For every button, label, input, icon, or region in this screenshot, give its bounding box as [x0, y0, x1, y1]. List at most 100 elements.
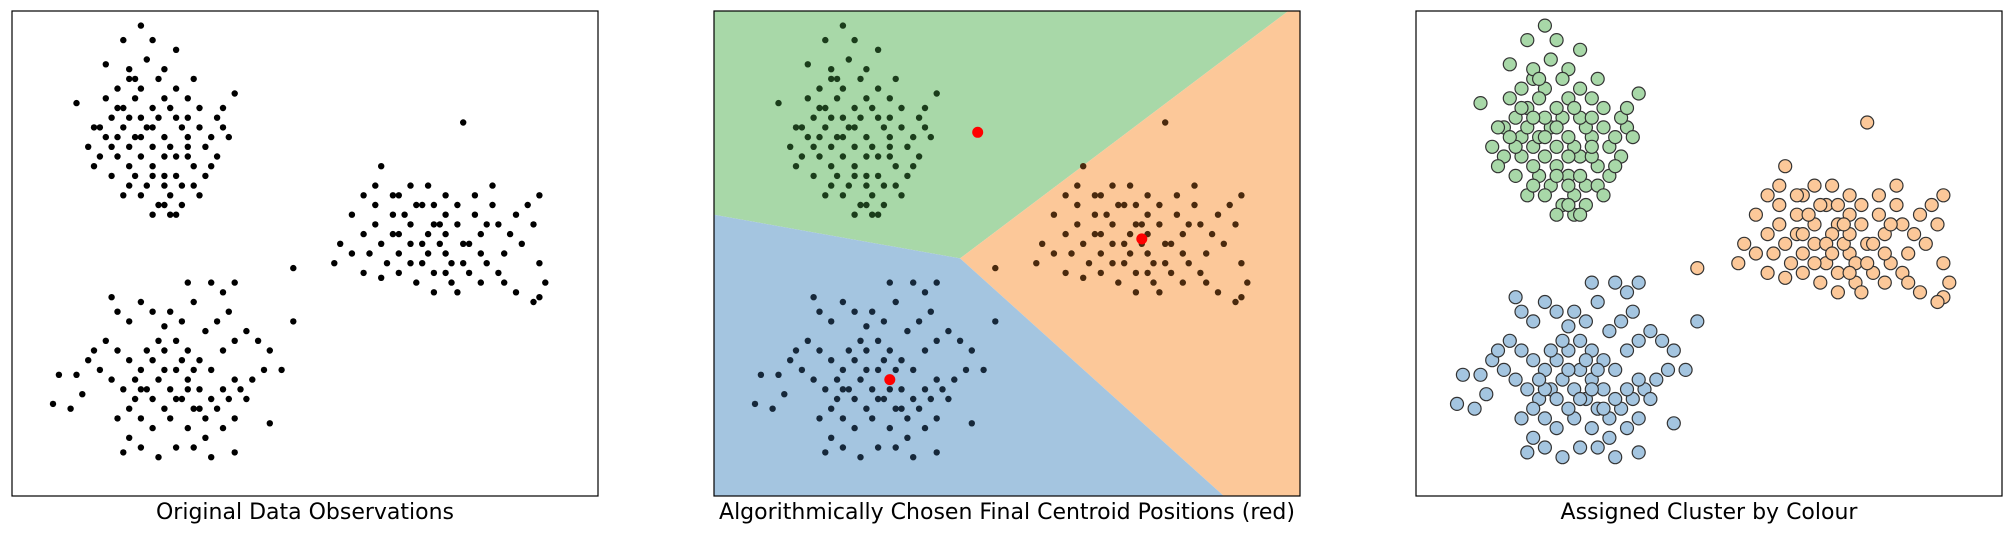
data-point [225, 395, 232, 403]
data-point [1074, 221, 1081, 228]
data-point [886, 424, 893, 432]
data-point [886, 143, 893, 150]
cluster-point [1572, 81, 1588, 96]
plot-frame-clusters [1415, 10, 2003, 497]
data-point [886, 347, 893, 354]
cluster-point [1514, 100, 1529, 116]
data-point [126, 405, 133, 412]
cluster-point [1549, 32, 1564, 48]
cluster-point [1502, 91, 1517, 106]
data-point [184, 347, 191, 354]
cluster-point [1578, 314, 1594, 329]
data-point [863, 323, 870, 330]
cluster-point [1778, 270, 1793, 285]
cluster-point [1596, 100, 1611, 116]
data-point [430, 221, 438, 228]
data-point [477, 250, 484, 257]
data-point [131, 172, 139, 180]
cluster-point [1783, 256, 1799, 271]
cluster-point [1526, 430, 1541, 445]
data-point [424, 182, 432, 189]
cluster-point [1549, 139, 1564, 154]
data-point [816, 347, 823, 354]
data-point [512, 289, 520, 296]
data-point [1167, 269, 1175, 277]
data-point [910, 279, 917, 286]
data-point [184, 143, 191, 150]
data-point [886, 95, 893, 102]
data-point [833, 95, 841, 102]
data-point [448, 279, 455, 286]
data-point [348, 211, 356, 218]
data-point [1033, 260, 1040, 267]
data-point [73, 99, 80, 107]
data-point [857, 114, 864, 121]
data-point [149, 143, 156, 150]
data-point [278, 366, 285, 374]
data-point [518, 240, 525, 247]
data-point [904, 434, 911, 441]
cluster-point [1854, 285, 1869, 300]
cluster-point [1584, 110, 1599, 125]
cluster-point [1860, 256, 1875, 271]
data-point [172, 153, 180, 160]
data-point [460, 240, 467, 247]
cluster-point [1596, 188, 1611, 203]
data-point [161, 95, 168, 102]
data-point [1091, 230, 1099, 238]
data-point [184, 279, 191, 286]
data-point [172, 337, 180, 344]
data-point [120, 124, 127, 131]
data-point [454, 201, 461, 209]
data-point [1232, 298, 1239, 306]
data-point [208, 366, 215, 374]
data-point [1179, 230, 1187, 238]
data-point [1162, 260, 1169, 267]
data-point [231, 279, 238, 286]
data-point [190, 163, 197, 170]
plot-frame-centroids [713, 10, 1301, 497]
data-point [845, 56, 852, 63]
data-point [1126, 250, 1134, 257]
data-point [126, 163, 133, 170]
data-point [992, 264, 999, 272]
data-point [1244, 279, 1251, 286]
data-point [1150, 279, 1157, 286]
cluster-point [1795, 265, 1810, 280]
cluster-point [1608, 130, 1623, 145]
data-point [933, 279, 940, 286]
data-point [501, 279, 508, 286]
data-point [927, 133, 934, 141]
data-point [851, 211, 858, 218]
data-point [962, 366, 970, 374]
data-point [1167, 240, 1175, 247]
cluster-point [1625, 130, 1640, 145]
cluster-point [1537, 18, 1553, 33]
cluster-point [1760, 265, 1775, 280]
data-point [910, 395, 917, 403]
data-point [1214, 211, 1222, 218]
data-point [126, 143, 133, 150]
data-point [389, 192, 397, 199]
cluster-point [1936, 256, 1951, 271]
data-point [172, 444, 180, 451]
data-point [1232, 221, 1239, 228]
data-point [898, 357, 905, 364]
cluster-point [1561, 319, 1576, 334]
data-point [845, 386, 852, 393]
data-point [360, 230, 367, 238]
data-point [536, 192, 543, 199]
data-point [886, 153, 893, 160]
cluster-point [1502, 333, 1517, 348]
data-point [348, 250, 356, 257]
cluster-point [1526, 353, 1541, 368]
data-point [219, 124, 227, 131]
data-point [874, 444, 882, 451]
cluster-point [1901, 246, 1916, 261]
cluster-point [1936, 188, 1951, 203]
data-point [108, 376, 115, 383]
data-point [143, 124, 150, 131]
data-point [413, 279, 420, 286]
data-point [137, 298, 145, 306]
cluster-point [1584, 382, 1599, 397]
